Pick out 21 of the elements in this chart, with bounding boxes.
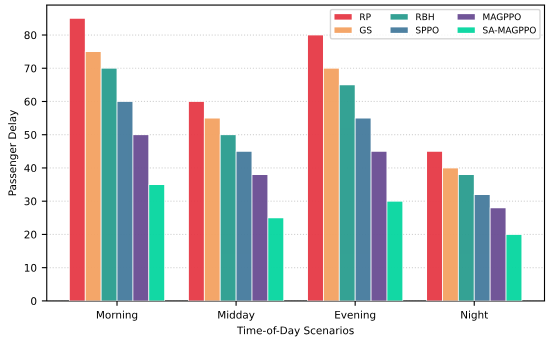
legend-label: SPPO <box>416 26 439 34</box>
x-tick-label: Morning <box>96 310 138 321</box>
x-tick-label: Midday <box>218 310 255 321</box>
legend-label: RBH <box>416 14 434 20</box>
x-tick-label: Night <box>461 310 488 321</box>
legend-label: MAGPPO <box>483 13 521 20</box>
legend-label: RP <box>360 14 371 20</box>
y-tick-label: 0 <box>31 297 36 306</box>
legend-label: SA-MAGPPO <box>483 26 536 34</box>
x-axis-title: Time-of-Day Scenarios <box>236 326 354 336</box>
legend-label: GS <box>360 26 372 34</box>
y-axis-title: Passenger Delay <box>8 110 18 196</box>
y-tick-label: 20 <box>24 230 36 239</box>
y-tick-label: 80 <box>24 31 36 40</box>
y-tick-label: 30 <box>24 197 36 206</box>
y-tick-label: 10 <box>24 264 36 272</box>
x-tick-label: Evening <box>335 310 376 321</box>
y-tick-label: 50 <box>24 130 36 139</box>
y-tick-label: 70 <box>24 64 36 72</box>
y-tick-label: 60 <box>24 98 36 106</box>
y-tick-label: 40 <box>24 164 36 172</box>
